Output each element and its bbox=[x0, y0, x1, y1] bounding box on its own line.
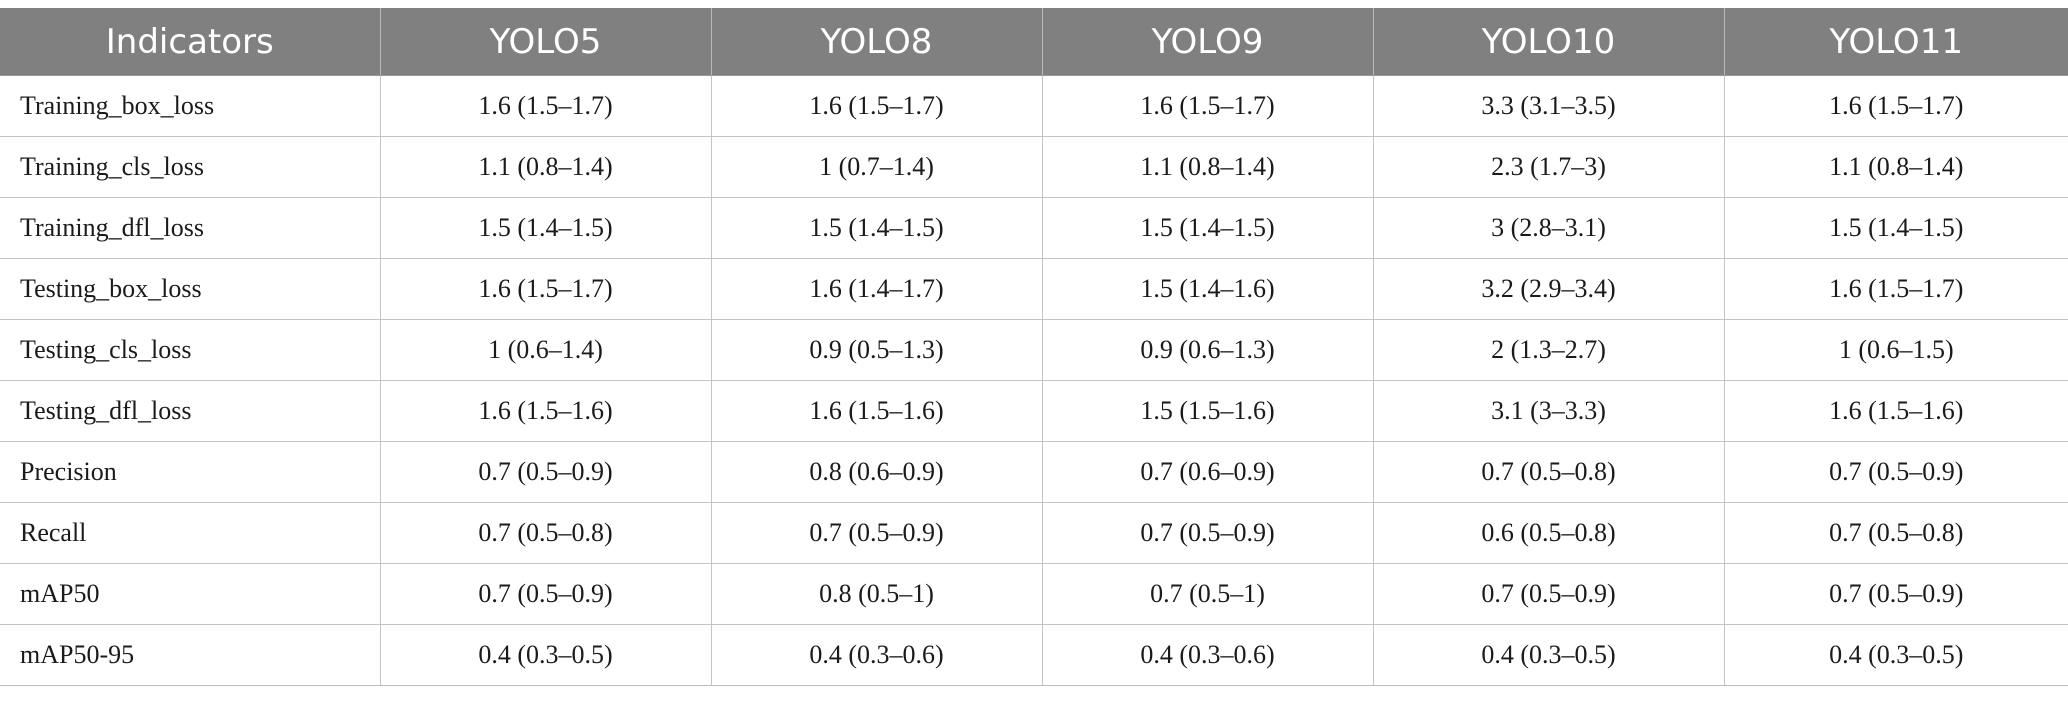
header-yolo8: YOLO8 bbox=[710, 8, 1043, 76]
cell-yolo9: 1.5 (1.4–1.6) bbox=[1041, 258, 1374, 320]
cell-yolo5: 0.7 (0.5–0.9) bbox=[379, 441, 712, 503]
cell-yolo8: 0.9 (0.5–1.3) bbox=[710, 319, 1043, 381]
cell-yolo11: 0.7 (0.5–0.9) bbox=[1723, 441, 2068, 503]
cell-yolo10: 3 (2.8–3.1) bbox=[1372, 197, 1725, 259]
cell-indicator: mAP50-95 bbox=[0, 624, 381, 686]
cell-yolo11: 1.5 (1.4–1.5) bbox=[1723, 197, 2068, 259]
cell-yolo5: 1.5 (1.4–1.5) bbox=[379, 197, 712, 259]
cell-yolo5: 1.6 (1.5–1.6) bbox=[379, 380, 712, 442]
cell-indicator: Training_dfl_loss bbox=[0, 197, 381, 259]
cell-yolo11: 1.6 (1.5–1.6) bbox=[1723, 380, 2068, 442]
cell-indicator: mAP50 bbox=[0, 563, 381, 625]
cell-indicator: Testing_box_loss bbox=[0, 258, 381, 320]
cell-yolo8: 1.6 (1.5–1.6) bbox=[710, 380, 1043, 442]
cell-yolo5: 0.4 (0.3–0.5) bbox=[379, 624, 712, 686]
table-row: Training_cls_loss 1.1 (0.8–1.4) 1 (0.7–1.4… bbox=[0, 136, 2068, 198]
cell-yolo11: 0.7 (0.5–0.9) bbox=[1723, 563, 2068, 625]
table-header: Indicators YOLO5 YOLO8 YOLO9 YOLO10 YOLO… bbox=[0, 8, 2068, 76]
cell-yolo10: 3.2 (2.9–3.4) bbox=[1372, 258, 1725, 320]
cell-yolo10: 0.6 (0.5–0.8) bbox=[1372, 502, 1725, 564]
cell-yolo5: 1.1 (0.8–1.4) bbox=[379, 136, 712, 198]
table-row: Testing_box_loss 1.6 (1.5–1.7) 1.6 (1.4–1.… bbox=[0, 258, 2068, 320]
cell-yolo8: 1.6 (1.4–1.7) bbox=[710, 258, 1043, 320]
cell-yolo8: 1.5 (1.4–1.5) bbox=[710, 197, 1043, 259]
cell-yolo9: 0.7 (0.5–1) bbox=[1041, 563, 1374, 625]
header-yolo10: YOLO10 bbox=[1372, 8, 1725, 76]
cell-yolo11: 1 (0.6–1.5) bbox=[1723, 319, 2068, 381]
cell-yolo8: 1.6 (1.5–1.7) bbox=[710, 75, 1043, 137]
header-row: Indicators YOLO5 YOLO8 YOLO9 YOLO10 YOLO… bbox=[0, 8, 2068, 76]
cell-yolo10: 0.7 (0.5–0.9) bbox=[1372, 563, 1725, 625]
cell-yolo10: 3.1 (3–3.3) bbox=[1372, 380, 1725, 442]
results-table: Indicators YOLO5 YOLO8 YOLO9 YOLO10 YOLO… bbox=[0, 8, 2068, 686]
cell-indicator: Training_box_loss bbox=[0, 75, 381, 137]
table-row: Training_box_loss 1.6 (1.5–1.7) 1.6 (1.5–1… bbox=[0, 75, 2068, 137]
cell-yolo11: 0.4 (0.3–0.5) bbox=[1723, 624, 2068, 686]
table-row: Recall 0.7 (0.5–0.8) 0.7 (0.5–0.9) 0.7 (0.5… bbox=[0, 502, 2068, 564]
cell-yolo8: 0.8 (0.6–0.9) bbox=[710, 441, 1043, 503]
cell-yolo5: 1 (0.6–1.4) bbox=[379, 319, 712, 381]
header-yolo9: YOLO9 bbox=[1041, 8, 1374, 76]
cell-yolo11: 0.7 (0.5–0.8) bbox=[1723, 502, 2068, 564]
cell-yolo5: 0.7 (0.5–0.9) bbox=[379, 563, 712, 625]
cell-yolo8: 1 (0.7–1.4) bbox=[710, 136, 1043, 198]
cell-yolo5: 1.6 (1.5–1.7) bbox=[379, 75, 712, 137]
header-indicators: Indicators bbox=[0, 8, 381, 76]
cell-yolo11: 1.6 (1.5–1.7) bbox=[1723, 75, 2068, 137]
cell-yolo8: 0.4 (0.3–0.6) bbox=[710, 624, 1043, 686]
cell-yolo8: 0.8 (0.5–1) bbox=[710, 563, 1043, 625]
cell-yolo10: 0.7 (0.5–0.8) bbox=[1372, 441, 1725, 503]
cell-yolo11: 1.1 (0.8–1.4) bbox=[1723, 136, 2068, 198]
header-yolo5: YOLO5 bbox=[379, 8, 712, 76]
header-yolo11: YOLO11 bbox=[1723, 8, 2068, 76]
cell-yolo10: 2 (1.3–2.7) bbox=[1372, 319, 1725, 381]
table-body: Training_box_loss 1.6 (1.5–1.7) 1.6 (1.5–1… bbox=[0, 75, 2068, 686]
table-row: Testing_cls_loss 1 (0.6–1.4) 0.9 (0.5–1.3)… bbox=[0, 319, 2068, 381]
cell-yolo10: 2.3 (1.7–3) bbox=[1372, 136, 1725, 198]
cell-yolo9: 0.7 (0.5–0.9) bbox=[1041, 502, 1374, 564]
cell-yolo10: 0.4 (0.3–0.5) bbox=[1372, 624, 1725, 686]
cell-yolo9: 0.9 (0.6–1.3) bbox=[1041, 319, 1374, 381]
cell-yolo10: 3.3 (3.1–3.5) bbox=[1372, 75, 1725, 137]
cell-yolo9: 1.6 (1.5–1.7) bbox=[1041, 75, 1374, 137]
cell-yolo8: 0.7 (0.5–0.9) bbox=[710, 502, 1043, 564]
cell-indicator: Testing_cls_loss bbox=[0, 319, 381, 381]
cell-yolo9: 1.5 (1.4–1.5) bbox=[1041, 197, 1374, 259]
cell-yolo9: 1.1 (0.8–1.4) bbox=[1041, 136, 1374, 198]
table-row: Precision 0.7 (0.5–0.9) 0.8 (0.6–0.9) 0.7 (… bbox=[0, 441, 2068, 503]
cell-indicator: Recall bbox=[0, 502, 381, 564]
table-row: mAP50-95 0.4 (0.3–0.5) 0.4 (0.3–0.6) 0.4 (0… bbox=[0, 624, 2068, 686]
cell-yolo11: 1.6 (1.5–1.7) bbox=[1723, 258, 2068, 320]
table-row: Testing_dfl_loss 1.6 (1.5–1.6) 1.6 (1.5–1.… bbox=[0, 380, 2068, 442]
cell-yolo9: 0.4 (0.3–0.6) bbox=[1041, 624, 1374, 686]
table-row: mAP50 0.7 (0.5–0.9) 0.8 (0.5–1) 0.7 (0.5–1)… bbox=[0, 563, 2068, 625]
cell-yolo9: 1.5 (1.5–1.6) bbox=[1041, 380, 1374, 442]
cell-indicator: Testing_dfl_loss bbox=[0, 380, 381, 442]
cell-yolo5: 1.6 (1.5–1.7) bbox=[379, 258, 712, 320]
cell-yolo9: 0.7 (0.6–0.9) bbox=[1041, 441, 1374, 503]
table-row: Training_dfl_loss 1.5 (1.4–1.5) 1.5 (1.4–1… bbox=[0, 197, 2068, 259]
cell-indicator: Training_cls_loss bbox=[0, 136, 381, 198]
cell-yolo5: 0.7 (0.5–0.8) bbox=[379, 502, 712, 564]
cell-indicator: Precision bbox=[0, 441, 381, 503]
